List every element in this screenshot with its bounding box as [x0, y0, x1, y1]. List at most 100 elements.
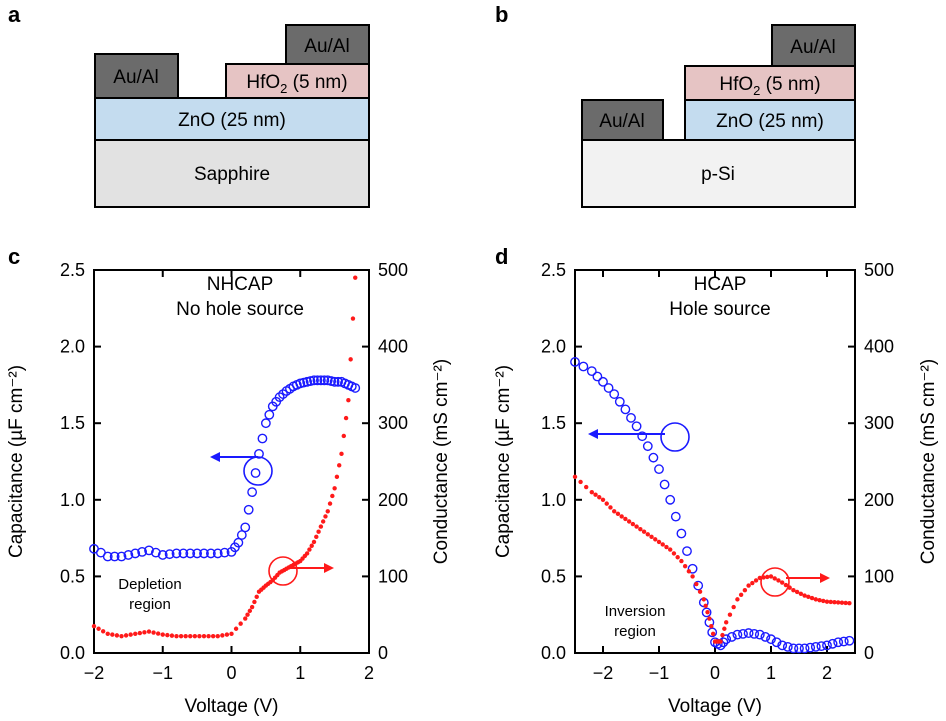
- y-axis-label: Capacitance (µF cm⁻²): [6, 365, 27, 558]
- conductance-point: [641, 529, 647, 534]
- capacitance-point: [760, 632, 771, 642]
- conductance-point: [783, 582, 789, 588]
- conductance-point: [798, 591, 804, 596]
- y2-tick-label: 0: [864, 643, 874, 663]
- conductance-point: [323, 514, 328, 519]
- conductance-point: [183, 633, 188, 639]
- conductance-point: [626, 519, 632, 524]
- capacitance-point: [109, 551, 120, 562]
- conductance-point: [169, 633, 175, 638]
- conductance-point: [137, 630, 143, 636]
- conductance-point: [233, 626, 239, 631]
- conductance-point: [578, 479, 583, 485]
- conductance-point: [697, 589, 703, 594]
- device-schematic-b: p-Si Au/Al ZnO (25 nm) HfO2 (5 nm) Au/Al: [581, 24, 856, 208]
- y2-tick-label: 500: [378, 260, 408, 280]
- conductance-point: [720, 632, 725, 638]
- conductance-point: [638, 526, 643, 532]
- contact-left: [581, 99, 664, 141]
- series-conductance: [91, 275, 358, 639]
- panel-label-a: a: [8, 2, 21, 27]
- conductance-point: [165, 632, 170, 638]
- conductance-point: [254, 594, 259, 600]
- y-axis-label: Capacitance (µF cm⁻²): [493, 365, 514, 558]
- capacitance-point: [732, 629, 743, 640]
- region-annotation: Depletion: [118, 576, 181, 593]
- conductance-point: [645, 532, 650, 537]
- conductance-point: [314, 534, 319, 540]
- capacitance-point: [788, 643, 799, 654]
- conductance-indicator-circle: [760, 567, 790, 597]
- conductance-point: [247, 608, 253, 614]
- conductance-point: [727, 612, 733, 617]
- conductance-point: [243, 616, 248, 621]
- capacitance-point: [315, 375, 326, 386]
- conductance-point: [188, 633, 193, 639]
- conductance-point: [304, 551, 310, 556]
- capacitance-point: [670, 511, 681, 522]
- conductance-point: [679, 558, 684, 564]
- y2-tick-label: 200: [378, 490, 408, 510]
- conductance-point: [151, 630, 156, 635]
- conductance-point: [128, 632, 133, 637]
- capacitance-point: [205, 548, 216, 559]
- y2-tick-label: 200: [864, 490, 894, 510]
- conductance-point: [350, 316, 356, 321]
- x-tick-label: −1: [152, 663, 173, 683]
- capacitance-point: [822, 640, 832, 651]
- y-tick-label: 2.5: [541, 260, 566, 280]
- capacitance-point: [150, 547, 161, 558]
- x-tick-label: 2: [364, 663, 374, 683]
- capacitance-point: [659, 479, 670, 490]
- conductance-point: [791, 587, 796, 593]
- contact-top: [285, 24, 370, 65]
- conductance-point: [178, 633, 184, 639]
- conductance-point: [722, 626, 727, 631]
- capacitance-point: [844, 635, 855, 646]
- capacitance-point: [749, 628, 760, 639]
- y-tick-label: 1.0: [541, 490, 566, 510]
- capacitance-point: [137, 546, 148, 557]
- conductance-point: [653, 537, 658, 542]
- conductance-point: [839, 600, 845, 605]
- y-tick-label: 2.0: [541, 337, 566, 357]
- chart-subtitle: Hole source: [669, 299, 770, 320]
- y2-tick-label: 400: [864, 337, 894, 357]
- y-tick-label: 0.0: [541, 643, 566, 663]
- capacitance-point: [816, 641, 827, 652]
- capacitance-point: [838, 636, 849, 647]
- conductance-point: [806, 594, 811, 600]
- conductance-point: [593, 492, 598, 497]
- conductance-point: [707, 616, 712, 621]
- capacitance-point: [199, 548, 209, 559]
- substrate-label: p-Si: [701, 164, 735, 185]
- y-tick-label: 1.5: [541, 413, 566, 433]
- capacitance-point: [570, 357, 580, 367]
- capacitance-point: [598, 376, 608, 387]
- device-schematic-a: Sapphire ZnO (25 nm) Au/Al HfO2 (5 nm) A…: [94, 24, 370, 208]
- conductance-point: [703, 603, 708, 608]
- panel-label-d: d: [495, 244, 508, 269]
- capacitance-indicator-circle: [660, 422, 690, 452]
- conductance-point: [821, 598, 826, 604]
- conductance-point: [220, 633, 225, 638]
- conductance-point: [133, 631, 138, 637]
- conductance-point: [325, 509, 330, 514]
- y2-tick-label: 300: [378, 413, 408, 433]
- capacitance-point: [609, 389, 620, 399]
- chart-c: −2 −1 0 1 2 0.0 0.5 1.0 1.5 2.0 2.5 0 100 200 300 400 50…: [6, 260, 452, 717]
- capacitance-point: [243, 504, 254, 515]
- conductance-point: [346, 398, 351, 403]
- conductance-point: [710, 631, 716, 637]
- capacitance-point: [102, 551, 113, 562]
- conductance-point: [339, 451, 344, 457]
- capacitance-point: [185, 548, 196, 559]
- capacitance-point: [319, 375, 330, 386]
- capacitance-point: [178, 548, 189, 559]
- y-tick-label: 0.5: [541, 566, 566, 586]
- capacitance-point: [771, 637, 782, 648]
- hfo2-layer: [684, 65, 856, 101]
- hfo2-layer: [225, 63, 370, 99]
- y2-tick-label: 400: [378, 337, 408, 357]
- capacitance-point: [782, 641, 793, 652]
